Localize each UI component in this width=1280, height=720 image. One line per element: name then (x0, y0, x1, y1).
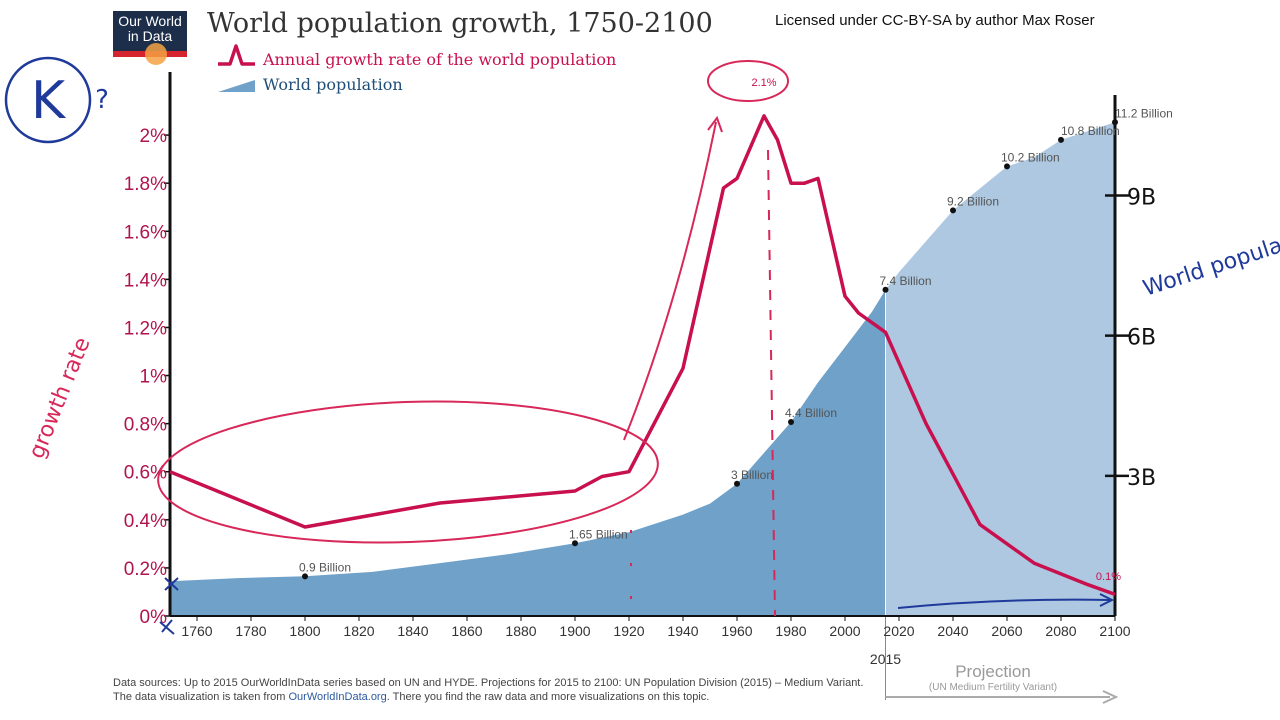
logo-line2: in Data (127, 28, 173, 44)
left-tick-label: 1.8% (124, 174, 167, 195)
projection-label: Projection (955, 662, 1031, 681)
population-point (734, 480, 740, 487)
legend-growth-label: Annual growth rate of the world populati… (263, 50, 617, 69)
population-point (1004, 163, 1010, 170)
population-point (788, 419, 794, 426)
left-tick-label: 0.6% (124, 463, 167, 484)
population-area-projection (885, 122, 1115, 617)
x-tick-label: 2000 (829, 623, 860, 639)
hand-projection-arrow-head (1099, 593, 1115, 607)
hand-origin-cross (164, 577, 179, 591)
x-tick-label: 1760 (181, 623, 212, 639)
legend-population-label: World population (263, 75, 403, 94)
x-tick-label: 2080 (1045, 623, 1076, 639)
population-point-label: 1.65 Billion (569, 527, 628, 541)
legend-population-swatch (218, 80, 255, 92)
x-tick-label: 1800 (289, 623, 320, 639)
population-point (882, 286, 889, 293)
hand-circle-k (4, 56, 92, 144)
x-tick-label: 1860 (451, 623, 482, 639)
population-point-label: 10.8 Billion (1061, 124, 1120, 138)
legend-growth-swatch (218, 44, 255, 66)
cursor-dot (145, 43, 167, 65)
population-point-label: 3 Billion (731, 468, 773, 482)
projection-sublabel: (UN Medium Fertility Variant) (929, 682, 1057, 693)
population-point-label: 11.2 Billion (1115, 106, 1173, 120)
hand-projection-arrow (897, 598, 1111, 609)
hand-circle-peak (707, 60, 789, 102)
left-tick-label: 0.4% (124, 511, 167, 532)
hand-peak-dashed-line (767, 149, 776, 617)
x-tick-label: 1880 (505, 623, 536, 639)
population-point-label: 9.2 Billion (947, 194, 999, 208)
population-point-label: 10.2 Billion (1001, 150, 1060, 164)
footer-post: . There you find the raw data and more v… (386, 691, 710, 703)
hand-k-letter: K (31, 71, 67, 131)
hand-right-tick-label: 6B (1127, 326, 1156, 351)
x-tick-label: 1920 (613, 623, 644, 639)
left-tick-label: 0.8% (124, 415, 167, 436)
projection-year-label: 2015 (870, 651, 901, 667)
population-point (572, 540, 578, 547)
population-point (1112, 119, 1118, 126)
hand-right-tick-label: 9B (1127, 185, 1156, 210)
left-tick-label: 2% (140, 126, 168, 147)
hand-ellipse-early (157, 400, 659, 544)
x-tick-label: 2020 (883, 623, 914, 639)
footer-sources: Data sources: Up to 2015 OurWorldInData … (113, 677, 864, 689)
population-point (302, 573, 308, 580)
license-text: Licensed under CC-BY-SA by author Max Ro… (775, 12, 1095, 29)
hand-right-tick-label: 3B (1127, 466, 1156, 491)
x-tick-label: 1900 (559, 623, 590, 639)
x-tick-label: 1980 (775, 623, 806, 639)
x-tick-label: 1780 (235, 623, 266, 639)
hand-rising-arrow-head (707, 115, 723, 133)
left-tick-label: 1% (140, 367, 168, 388)
population-point (1058, 136, 1064, 143)
left-tick-label: 1.2% (124, 318, 167, 339)
population-point-label: 4.4 Billion (785, 406, 837, 420)
x-tick-label: 2100 (1099, 623, 1130, 639)
projection-arrow-head (1102, 690, 1119, 704)
left-tick-label: 1.6% (124, 222, 167, 243)
left-tick-label: 1.4% (124, 270, 167, 291)
x-tick-label: 2040 (937, 623, 968, 639)
x-tick-label: 1940 (667, 623, 698, 639)
population-area-history (170, 289, 886, 616)
footer-visualization: The data visualization is taken from Our… (113, 691, 709, 703)
population-point (950, 207, 956, 214)
x-tick-label: 1840 (397, 623, 428, 639)
chart-title: World population growth, 1750-2100 (207, 8, 713, 39)
x-tick-label: 2060 (991, 623, 1022, 639)
logo-line1: Our World (118, 13, 182, 29)
x-tick-label: 1820 (343, 623, 374, 639)
population-point-label: 0.9 Billion (299, 560, 351, 574)
hand-question-mark: ? (95, 85, 109, 115)
left-tick-label: 0.2% (124, 559, 167, 580)
population-point-label: 7.4 Billion (880, 274, 932, 288)
hand-rising-arrow (623, 121, 717, 441)
hand-origin-arrow (159, 619, 175, 635)
end-growth-label: 0.1% (1096, 571, 1121, 583)
growth-rate-line (169, 114, 1116, 597)
footer-owid-link[interactable]: OurWorldInData.org (288, 691, 387, 703)
footer-pre: The data visualization is taken from (113, 691, 289, 703)
peak-growth-label: 2.1% (751, 77, 776, 89)
hand-growth-rate-label: growth rate (24, 334, 95, 462)
x-tick-label: 1960 (721, 623, 752, 639)
hand-world-population-label: World population (1140, 220, 1280, 302)
